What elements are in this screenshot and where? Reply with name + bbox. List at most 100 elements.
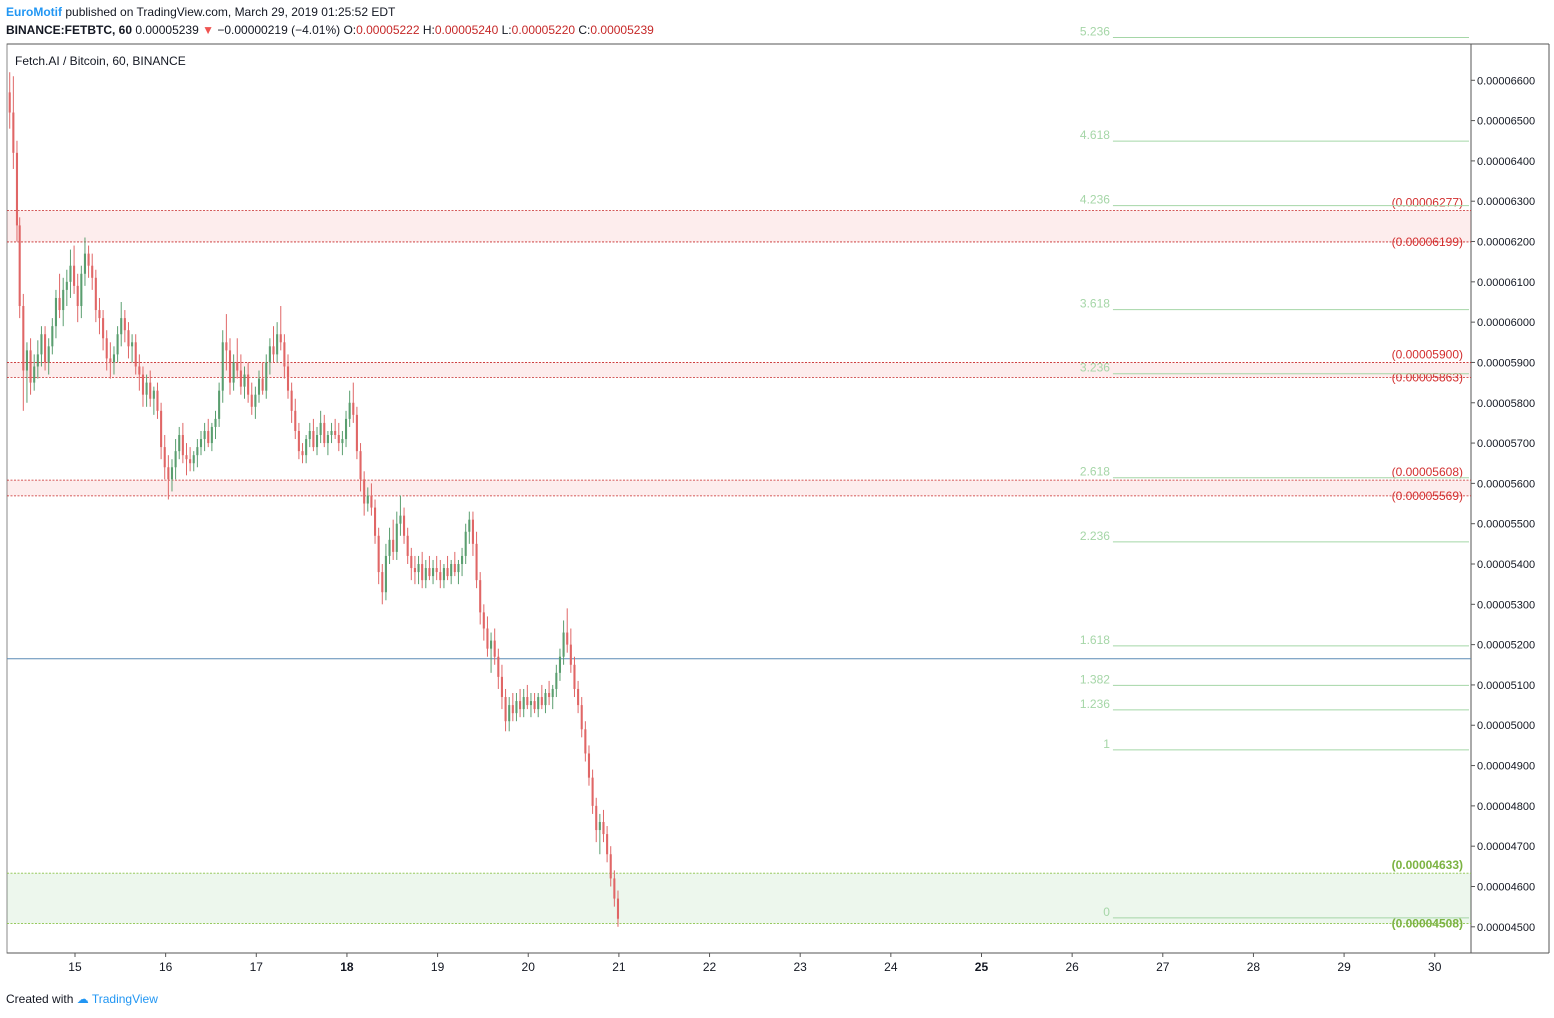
candle-down [392,539,395,552]
footer: Created with ☁ TradingView [6,992,158,1006]
candle-up [265,362,268,391]
candle-down [312,430,315,448]
candle-up [558,656,562,673]
candle-up [417,564,420,573]
y-tick-label: 0.00004700 [1477,841,1535,853]
fib-level-label: 5.236 [1080,25,1110,39]
y-tick-label: 0.00005100 [1477,680,1535,692]
fib-level-label: 1 [1103,737,1110,751]
candle-down [247,374,250,395]
candle-down [15,152,19,226]
candle-down [207,430,210,444]
down-arrow-icon: ▼ [202,23,214,37]
y-tick-label: 0.00004500 [1477,922,1535,934]
zone-bottom-label: (0.00006199) [1392,235,1463,249]
candle-down [58,297,61,311]
y-tick-label: 0.00006600 [1477,75,1535,87]
candle-up [341,439,344,444]
candle-down [616,898,620,919]
x-tick-label: 29 [1337,960,1351,974]
chart-title: Fetch.AI / Bitcoin, 60, BINANCE [15,54,186,68]
candle-down [134,342,137,367]
candle-down [519,701,522,710]
candle-down [167,467,170,480]
candle-down [421,564,424,581]
candle-down [475,543,478,581]
candle-down [602,821,605,835]
candle-down [228,350,232,383]
zone-resistance-1 [7,362,1471,378]
zone-top-label: (0.00005900) [1392,347,1463,361]
candle-down [479,580,482,613]
candle-up [40,334,43,355]
candle-up [199,439,203,448]
zone-bottom-label: (0.00005569) [1392,489,1463,503]
candle-up [276,334,279,355]
candle-down [8,92,11,113]
candle-down [334,430,337,436]
candle-up [80,273,83,307]
candle-down [569,644,572,665]
candle-down [239,370,242,387]
candle-down [272,346,275,355]
open-label: O: [343,23,357,37]
y-tick-label: 0.00005000 [1477,720,1535,732]
candle-down [352,402,355,415]
candle-up [131,342,134,347]
candle-up [457,564,460,573]
author-link[interactable]: EuroMotif [6,5,62,19]
y-tick-label: 0.00005600 [1477,478,1535,490]
candle-up [551,688,554,698]
candle-up [218,390,221,419]
candle-down [98,310,101,319]
y-tick-label: 0.00006000 [1477,317,1535,329]
x-tick-label: 22 [703,960,717,974]
candle-up [170,467,174,480]
candle-down [587,753,591,778]
candle-down [609,854,612,879]
candle-down [403,515,406,536]
candle-down [290,390,293,411]
candle-down [497,656,500,677]
candle-down [301,451,304,456]
candle-down [446,568,449,577]
candle-up [116,334,119,355]
candle-up [33,366,36,383]
candle-down [428,568,431,577]
candle-up [344,418,348,440]
candle-up [210,426,213,444]
candle-down [138,366,141,375]
fib-level-label: 2.236 [1080,529,1110,543]
y-tick-label: 0.00005800 [1477,398,1535,410]
x-tick-label: 24 [884,960,898,974]
tradingview-brand[interactable]: TradingView [91,992,158,1006]
tradingview-logo-icon[interactable]: ☁ [76,992,89,1006]
x-tick-label: 23 [794,960,808,974]
candle-up [537,697,540,710]
x-tick-label: 20 [522,960,536,974]
candle-up [544,692,547,706]
candle-down [370,495,373,508]
candle-down [439,572,442,581]
candle-up [54,297,57,327]
candle-down [160,410,163,448]
candle-down [94,277,97,311]
candle-down [471,519,474,544]
candle-down [91,265,94,278]
fib-level-label: 1.236 [1080,697,1110,711]
candle-down [236,362,239,371]
candle-down [377,535,380,573]
candle-down [149,382,152,399]
x-tick-label: 16 [159,960,173,974]
candle-down [613,878,616,899]
x-tick-label: 18 [340,960,354,974]
candle-down [500,676,503,698]
candle-down [482,612,485,629]
candle-up [145,382,148,395]
candle-up [562,632,565,657]
candle-down [323,422,326,444]
candle-down [410,555,413,569]
y-tick-label: 0.00005300 [1477,599,1535,611]
candle-up [36,354,39,367]
